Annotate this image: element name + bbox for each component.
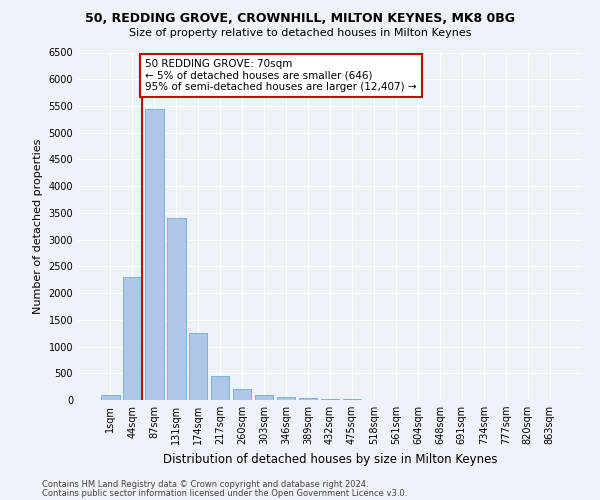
Text: 50, REDDING GROVE, CROWNHILL, MILTON KEYNES, MK8 0BG: 50, REDDING GROVE, CROWNHILL, MILTON KEY…	[85, 12, 515, 26]
Text: Size of property relative to detached houses in Milton Keynes: Size of property relative to detached ho…	[129, 28, 471, 38]
Bar	[233, 390, 251, 400]
Bar	[320, 399, 340, 400]
Bar	[101, 394, 119, 400]
Bar	[211, 376, 229, 400]
Text: Contains HM Land Registry data © Crown copyright and database right 2024.: Contains HM Land Registry data © Crown c…	[42, 480, 368, 489]
Bar	[123, 277, 142, 400]
Bar	[145, 108, 164, 400]
Bar	[255, 394, 274, 400]
X-axis label: Distribution of detached houses by size in Milton Keynes: Distribution of detached houses by size …	[163, 452, 497, 466]
Bar	[299, 398, 317, 400]
Y-axis label: Number of detached properties: Number of detached properties	[33, 138, 43, 314]
Text: Contains public sector information licensed under the Open Government Licence v3: Contains public sector information licen…	[42, 489, 407, 498]
Bar	[277, 397, 295, 400]
Text: 50 REDDING GROVE: 70sqm
← 5% of detached houses are smaller (646)
95% of semi-de: 50 REDDING GROVE: 70sqm ← 5% of detached…	[145, 59, 417, 92]
Bar	[189, 333, 208, 400]
Bar	[167, 218, 185, 400]
